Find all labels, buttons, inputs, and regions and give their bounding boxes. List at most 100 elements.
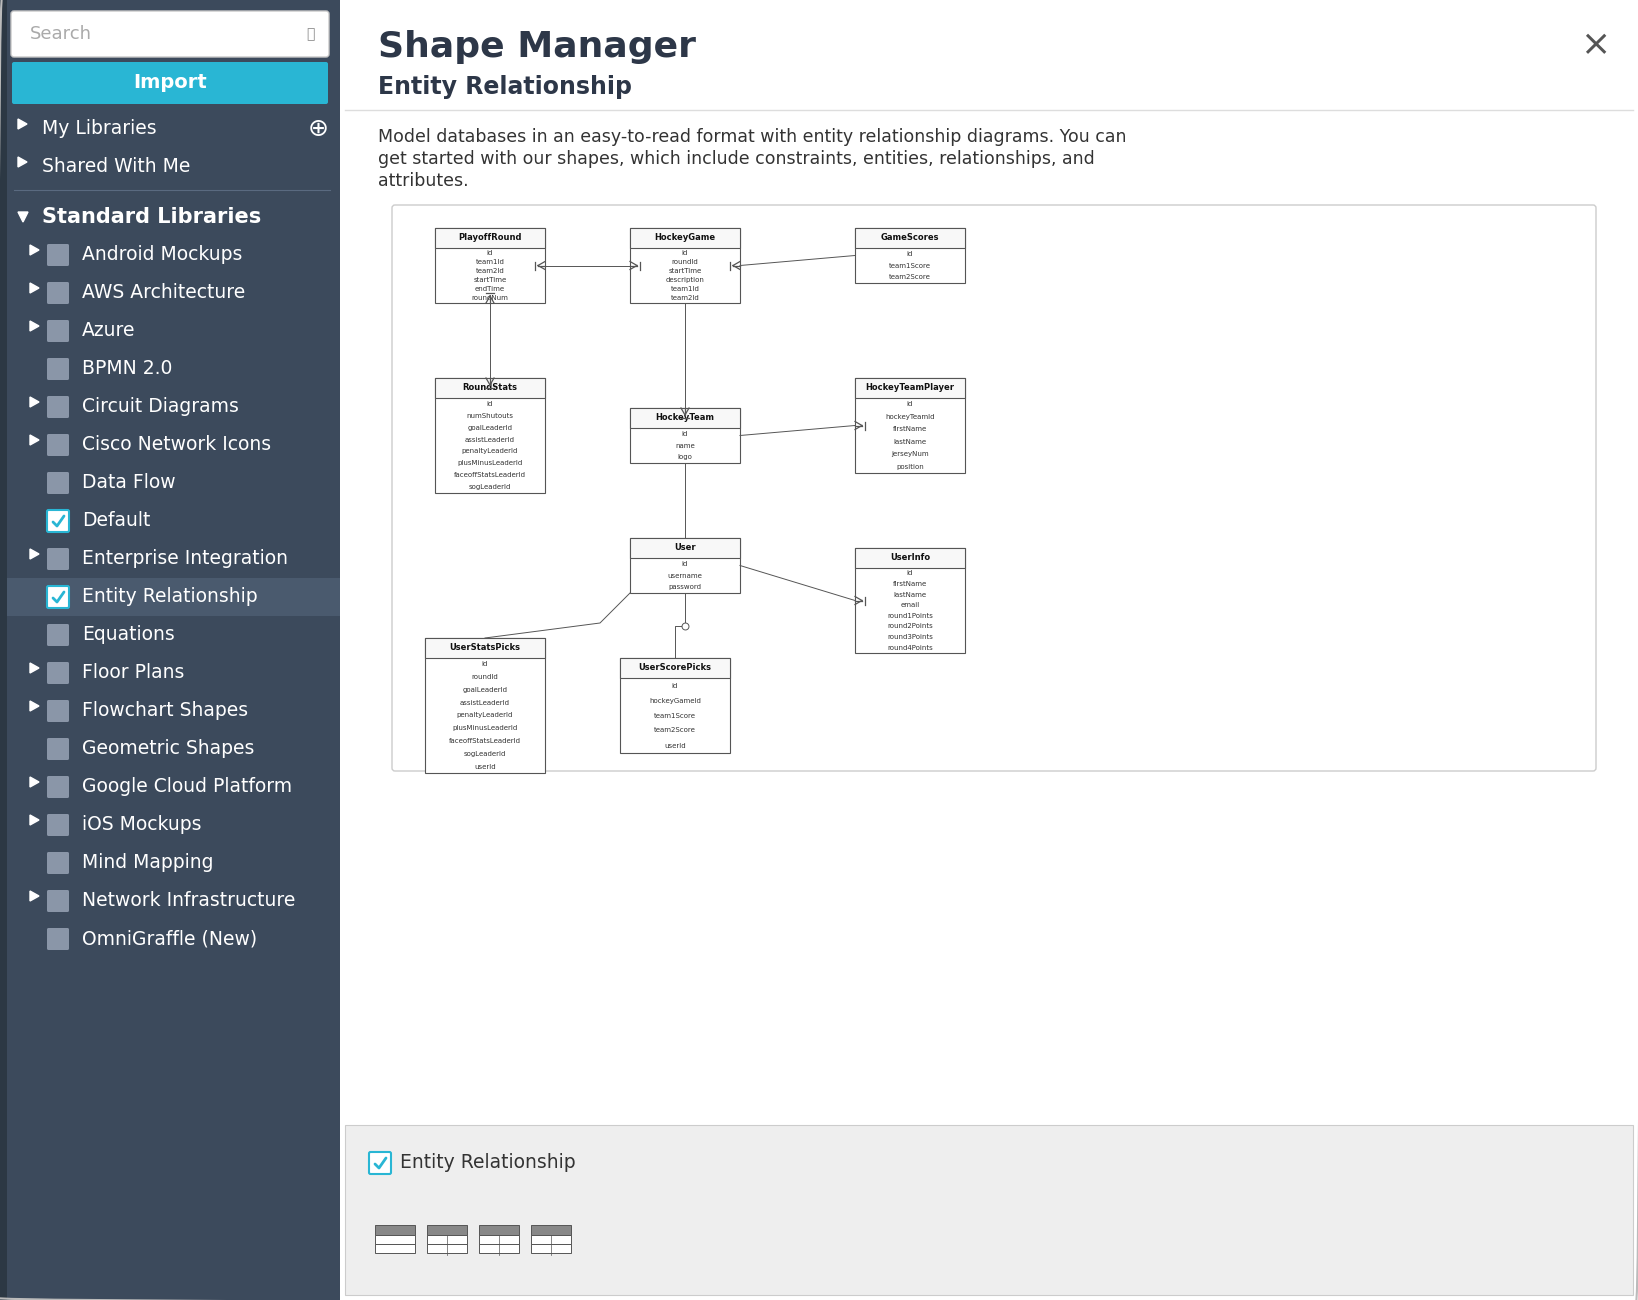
FancyBboxPatch shape [48, 282, 69, 304]
Text: round1Points: round1Points [888, 612, 934, 619]
Bar [478, 1235, 519, 1244]
Text: 🔍: 🔍 [306, 27, 314, 42]
Text: startTime: startTime [668, 268, 701, 274]
Bar [631, 408, 740, 463]
Bar [424, 638, 545, 774]
Bar [375, 1235, 414, 1244]
Text: id: id [907, 402, 914, 407]
Bar [428, 1235, 467, 1244]
Text: round2Points: round2Points [888, 624, 934, 629]
Bar [621, 658, 731, 679]
Text: faceoffStatsLeaderId: faceoffStatsLeaderId [454, 472, 526, 478]
Text: id: id [681, 430, 688, 437]
Text: Default: Default [82, 511, 151, 530]
Text: startTime: startTime [473, 277, 506, 283]
Bar [855, 549, 965, 653]
Bar [428, 1225, 467, 1235]
Text: endTime: endTime [475, 286, 505, 292]
FancyBboxPatch shape [48, 699, 69, 722]
Text: firstName: firstName [893, 426, 927, 432]
Text: plusMinusLeaderId: plusMinusLeaderId [457, 460, 523, 467]
Text: sogLeaderId: sogLeaderId [468, 484, 511, 490]
FancyBboxPatch shape [48, 891, 69, 913]
FancyBboxPatch shape [48, 662, 69, 684]
Text: goalLeaderId: goalLeaderId [467, 425, 513, 430]
Text: id: id [907, 571, 914, 576]
Polygon shape [29, 777, 39, 786]
Text: position: position [896, 464, 924, 469]
Text: lastName: lastName [893, 439, 927, 445]
Text: Entity Relationship: Entity Relationship [400, 1153, 575, 1173]
Text: roundId: roundId [672, 259, 698, 265]
FancyBboxPatch shape [48, 776, 69, 798]
Text: Floor Plans: Floor Plans [82, 663, 185, 682]
Bar [855, 227, 965, 283]
Text: id: id [681, 560, 688, 567]
Text: plusMinusLeaderId: plusMinusLeaderId [452, 725, 518, 732]
Text: id: id [681, 250, 688, 256]
Text: round3Points: round3Points [888, 634, 934, 640]
Text: Cisco Network Icons: Cisco Network Icons [82, 436, 272, 455]
Text: penaltyLeaderId: penaltyLeaderId [457, 712, 513, 719]
FancyBboxPatch shape [11, 62, 328, 104]
FancyBboxPatch shape [48, 434, 69, 456]
Text: password: password [668, 584, 701, 590]
Text: Model databases in an easy-to-read format with entity relationship diagrams. You: Model databases in an easy-to-read forma… [378, 127, 1127, 146]
Bar [478, 1225, 519, 1235]
Bar [375, 1244, 414, 1253]
Bar [855, 378, 965, 398]
Polygon shape [29, 815, 39, 826]
Text: penaltyLeaderId: penaltyLeaderId [462, 448, 518, 455]
Text: Enterprise Integration: Enterprise Integration [82, 550, 288, 568]
Polygon shape [29, 396, 39, 407]
Bar [424, 638, 545, 658]
Bar [531, 1235, 572, 1244]
Text: userId: userId [473, 763, 496, 770]
FancyBboxPatch shape [391, 205, 1595, 771]
Polygon shape [29, 283, 39, 292]
Bar [478, 1244, 519, 1253]
Text: UserStatsPicks: UserStatsPicks [449, 644, 521, 653]
Text: hockeyGameId: hockeyGameId [649, 698, 701, 703]
Text: HockeyTeam: HockeyTeam [655, 413, 714, 423]
Bar [0, 0, 7, 1300]
Text: hockeyTeamId: hockeyTeamId [885, 413, 935, 420]
Bar [631, 227, 740, 248]
Text: Circuit Diagrams: Circuit Diagrams [82, 398, 239, 416]
Text: Geometric Shapes: Geometric Shapes [82, 740, 254, 758]
FancyBboxPatch shape [48, 928, 69, 950]
FancyBboxPatch shape [48, 624, 69, 646]
Text: roundNum: roundNum [472, 295, 508, 302]
Text: UserScorePicks: UserScorePicks [639, 663, 711, 672]
Text: ⊕: ⊕ [308, 117, 329, 140]
FancyBboxPatch shape [48, 358, 69, 380]
Bar [0, 0, 341, 1300]
FancyBboxPatch shape [48, 549, 69, 569]
Text: description: description [665, 277, 704, 283]
Text: id: id [486, 250, 493, 256]
Bar [531, 1225, 572, 1235]
Polygon shape [29, 663, 39, 673]
Bar [631, 538, 740, 558]
Text: HockeyTeamPlayer: HockeyTeamPlayer [865, 384, 955, 393]
Polygon shape [18, 212, 28, 222]
Text: Google Cloud Platform: Google Cloud Platform [82, 777, 292, 797]
Text: Flowchart Shapes: Flowchart Shapes [82, 702, 247, 720]
Text: team2Score: team2Score [889, 274, 930, 281]
Bar [621, 658, 731, 753]
Text: name: name [675, 442, 695, 448]
Bar [855, 227, 965, 248]
Text: assistLeaderId: assistLeaderId [460, 699, 509, 706]
Text: userId: userId [663, 742, 686, 749]
Text: team1Score: team1Score [654, 712, 696, 719]
Text: team1Id: team1Id [670, 286, 699, 292]
Bar [631, 408, 740, 428]
Text: UserInfo: UserInfo [889, 554, 930, 563]
Text: attributes.: attributes. [378, 172, 468, 190]
Text: lastName: lastName [893, 592, 927, 598]
FancyBboxPatch shape [11, 10, 329, 57]
FancyBboxPatch shape [48, 852, 69, 874]
Text: username: username [668, 572, 703, 578]
Text: jerseyNum: jerseyNum [891, 451, 929, 458]
Text: BPMN 2.0: BPMN 2.0 [82, 360, 172, 378]
